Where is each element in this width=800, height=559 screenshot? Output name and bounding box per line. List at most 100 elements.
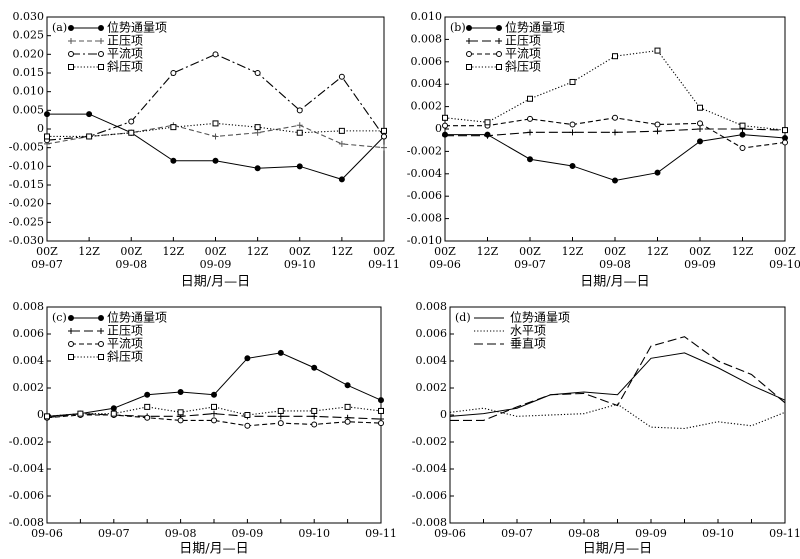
legend-label: 位势通量项 [510,310,570,325]
x-tick-date: 09-11 [368,258,400,271]
marker [612,114,618,121]
marker [86,111,93,118]
x-tick-date: 09-10 [284,258,316,271]
marker [211,417,217,424]
marker [277,349,284,356]
x-tick-date: 09-08 [599,258,631,271]
x-tick-label: 00Z [120,245,142,258]
legend-label: 平流项 [107,337,143,351]
series-line [46,53,385,141]
marker [338,127,345,134]
marker [612,53,618,60]
x-tick-date: 09-07 [514,258,546,271]
y-tick-label: -0.006 [412,489,447,502]
marker [296,129,303,136]
legend-marker [98,25,104,31]
marker [654,47,661,54]
marker [77,410,84,417]
legend-label: 正压项 [107,34,143,48]
y-tick-label: 0.006 [411,55,443,68]
marker [654,128,661,135]
marker [128,129,135,136]
x-tick-label: 12Z [647,245,669,258]
y-tick-label: 0.015 [13,66,45,79]
y-tick-label: 0.004 [416,354,448,367]
x-tick-date: 09-06 [429,258,461,271]
x-tick-label: 09-07 [501,527,533,540]
marker [654,169,661,176]
y-tick-label: -0.004 [412,462,447,475]
panel-label: (d) [455,311,471,324]
marker [254,165,261,172]
marker [212,133,219,140]
x-tick-label: 12Z [732,245,754,258]
y-tick-label: 0.030 [13,10,45,23]
y-tick-label: -0.010 [9,159,44,172]
legend-marker [98,38,104,44]
marker [381,133,387,140]
legend-marker [496,51,502,57]
legend-marker [68,341,74,347]
x-tick-label: 09-11 [365,527,397,540]
marker [338,140,345,147]
marker [44,111,50,118]
marker [110,410,117,417]
y-tick-label: 0.025 [13,29,45,42]
legend-marker [68,38,74,44]
y-tick-label: -0.008 [412,516,447,529]
legend-label: 正压项 [107,324,143,338]
x-tick-label: 09-09 [635,527,667,540]
marker [378,397,384,404]
x-axis-label: 日期/月—日 [580,275,649,290]
marker [527,156,533,163]
x-axis-label: 日期/月—日 [179,542,248,557]
marker [782,127,788,134]
x-tick-label: 12Z [331,245,353,258]
marker [338,176,345,183]
marker [86,133,93,140]
marker [170,70,177,76]
marker [277,420,284,427]
series-line [46,413,382,420]
marker [177,417,184,424]
x-tick-label: 09-06 [31,527,63,540]
y-tick-label: -0.010 [407,234,442,247]
series-line [445,134,786,182]
legend-marker [466,64,472,70]
marker [527,129,533,136]
plot-frame [46,16,385,242]
x-tick-label: 12Z [477,245,499,258]
legend-marker [98,315,104,321]
marker [484,132,491,139]
legend-label: 垂直项 [510,337,546,351]
series-line [449,403,786,430]
marker [254,129,261,136]
marker [569,78,576,85]
plot-frame [449,306,786,524]
marker [697,104,703,111]
x-tick-label: 09-07 [98,527,130,540]
y-tick-label: 0.004 [13,354,45,367]
x-tick-label: 00Z [774,245,796,258]
marker [254,70,261,76]
marker [110,405,117,412]
x-tick-date: 09-08 [115,258,147,271]
x-tick-label: 00Z [289,245,311,258]
y-tick-label: 0.002 [13,381,45,394]
x-tick-date: 09-09 [200,258,232,271]
legend-marker [68,51,74,57]
y-tick-label: -0.008 [407,212,442,225]
x-tick-label: 09-09 [232,527,264,540]
marker [612,177,618,184]
y-tick-label: -0.005 [9,141,44,154]
y-tick-label: -0.002 [9,435,44,448]
y-tick-label: 0 [435,122,442,135]
marker [254,124,261,131]
y-tick-label: 0.008 [13,300,45,313]
legend-marker [68,64,74,70]
legend-marker [496,64,502,70]
x-tick-label: 00Z [434,245,456,258]
y-tick-label: 0.010 [411,10,443,23]
marker [244,412,251,418]
marker [212,51,219,58]
